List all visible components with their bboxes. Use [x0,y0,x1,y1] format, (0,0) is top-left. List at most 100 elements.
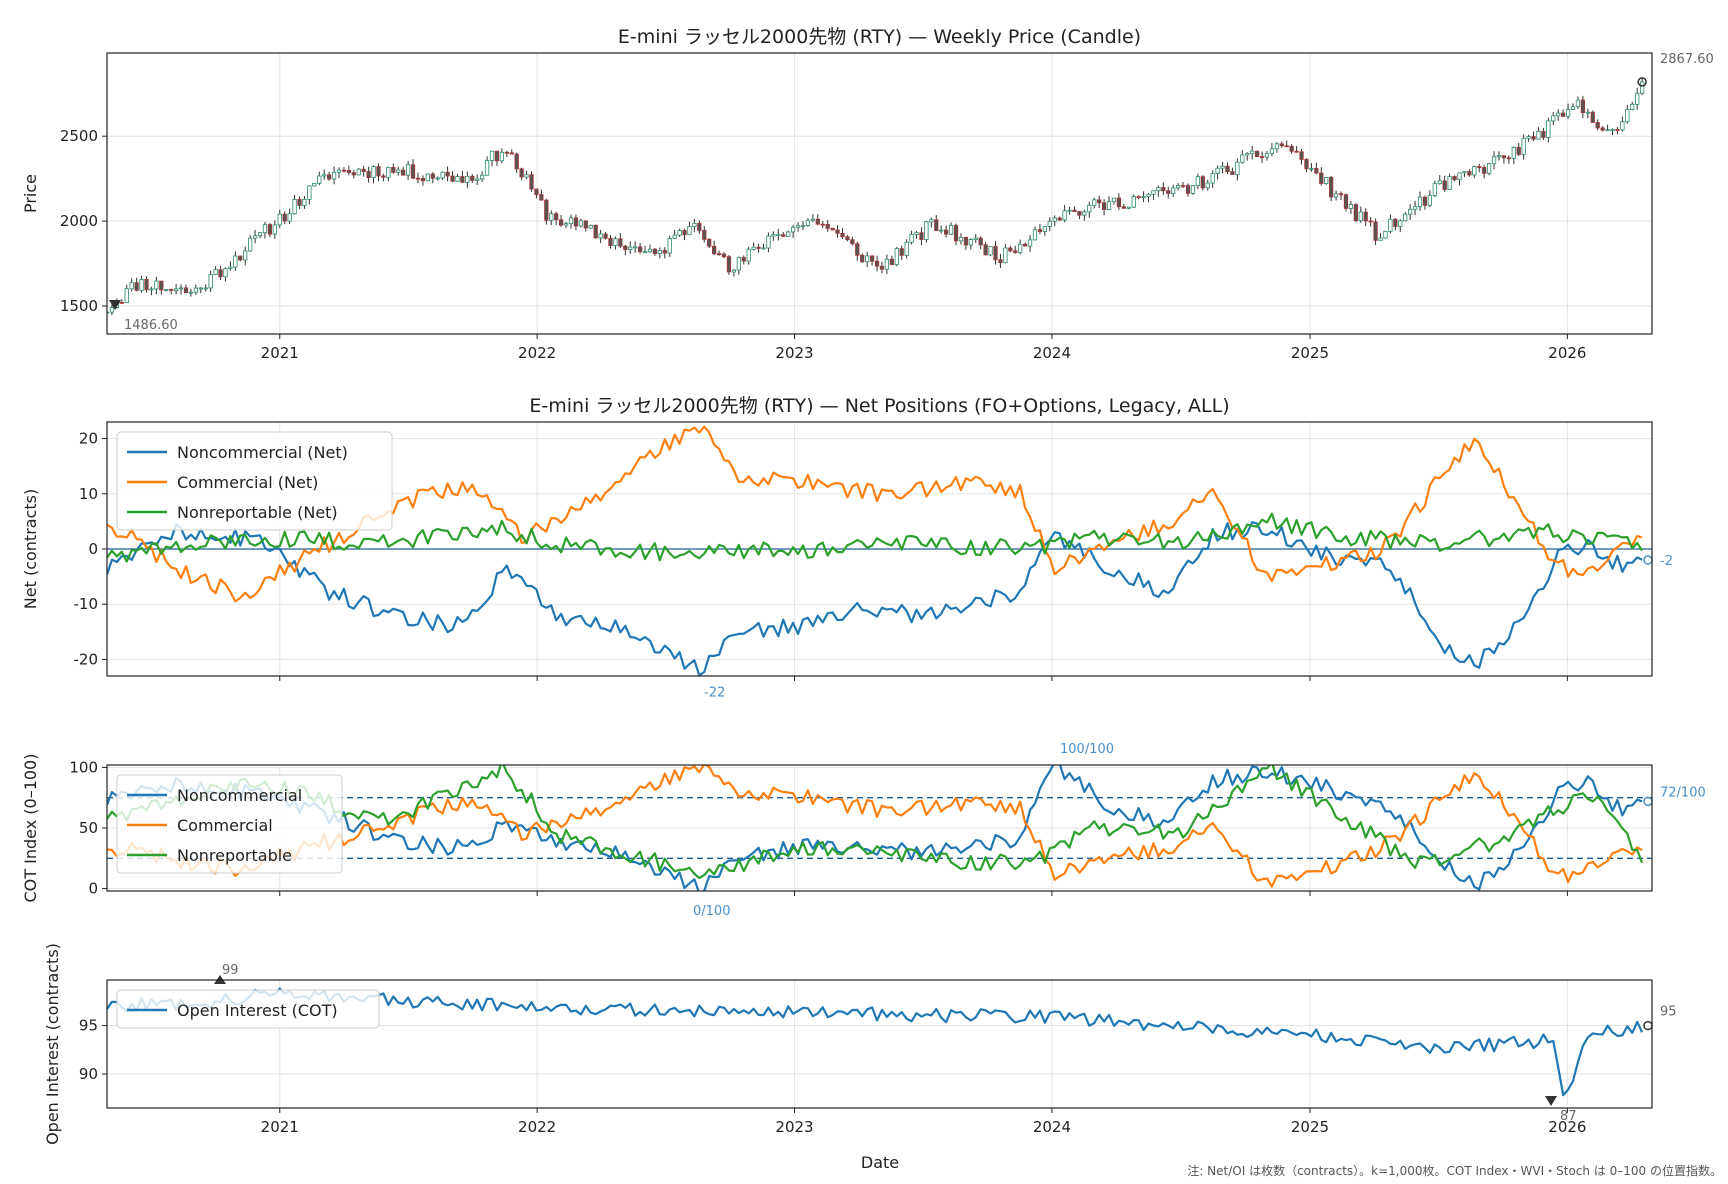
y-tick-label: 2000 [60,212,98,230]
candle-body [657,250,662,254]
candle-body [1284,145,1289,148]
candle-body [169,289,174,291]
candle-body [1299,151,1304,160]
candle-body [499,151,505,162]
candle-body [326,174,332,180]
last-annotation: -2 [1660,554,1673,569]
candle-body [1486,163,1492,174]
candle-body [1245,153,1250,156]
x-tick-label: 2026 [1548,344,1586,362]
candle-body [682,230,687,236]
legend-box [116,431,393,531]
candle-body [1003,247,1008,264]
candle-body [1225,165,1230,173]
y-tick-label: 1500 [60,297,98,315]
candle-body [1496,155,1502,158]
series-line-noncommercial [107,765,1643,891]
y-axis-label: Net (contracts) [21,489,40,609]
candle-body [1319,172,1324,184]
candle-body [1161,187,1166,192]
candle-body [129,282,134,290]
candle-body [558,219,564,226]
chart-title: E-mini ラッセル2000先物 (RTY) — Weekly Price (… [618,26,1141,48]
min-marker [109,299,121,310]
candle-body [1333,193,1339,198]
candle-body [272,224,277,235]
candle-body [455,176,460,182]
candle-body [1259,156,1265,158]
candle-body [968,239,973,246]
candle-body [578,220,583,227]
candle-body [1620,121,1625,131]
candle-body [1126,206,1131,209]
candle-body [1526,136,1531,139]
candle-body [731,269,737,273]
candle-body [1373,221,1378,241]
candle-body [1358,211,1363,222]
candle-body [692,222,697,227]
candle-body [761,247,766,250]
candle-body [702,230,707,240]
candle-body [1269,148,1275,155]
candle-body [1363,211,1368,222]
candle-body [1111,197,1117,203]
candle-body [208,274,213,289]
candle-body [1442,180,1447,190]
y-tick-label: -10 [74,595,99,613]
candle-body [790,226,796,233]
candle-body [1403,213,1408,222]
candle-body [825,224,830,229]
candle-body [721,253,727,258]
candle-body [361,168,366,172]
candle-body [529,174,534,190]
candle-body [401,169,406,176]
last-marker [1643,796,1653,807]
candle-body [1215,167,1220,174]
min-annotation: 0/100 [693,904,730,919]
candle-body [440,171,445,179]
candle-body [677,230,682,236]
candle-body [776,234,781,237]
candle-body [484,160,490,176]
candle-body [346,169,351,174]
candle-body [1491,156,1497,165]
candle-body [134,282,139,291]
candle-body [756,246,761,249]
candle-body [1422,196,1428,206]
candle-body [1383,230,1388,239]
candle-body [1052,217,1057,222]
legend-box [116,989,380,1029]
candle-body [1176,185,1181,189]
candle-body [1136,196,1141,198]
candle-body [1027,239,1033,247]
candle-body [1314,167,1319,174]
candle-body [593,225,598,239]
candle-body [899,248,904,256]
candle-body [1447,176,1452,190]
max-annotation: 2867.60 [1660,52,1714,67]
y-tick-label: -20 [74,650,99,668]
candle-body [1462,171,1467,174]
candle-body [504,151,509,154]
candle-body [1408,208,1413,215]
candle-body [262,224,268,234]
legend-box [116,774,343,874]
candle-body [173,288,179,291]
candle-body [243,250,248,261]
x-tick-label: 2025 [1291,1118,1329,1136]
candle-body [1156,187,1161,192]
panel-price [102,52,1653,339]
candle-body [238,255,243,261]
candle-body [983,244,988,256]
candle-body [726,256,732,273]
candle-body [1032,229,1038,241]
candle-body [159,280,164,291]
candle-body [188,291,194,294]
candle-body [445,171,450,177]
candle-body [588,225,593,229]
candle-body [1190,185,1196,194]
candle-body [257,232,263,237]
candle-body [1131,196,1136,208]
x-axis-label: Date [861,1153,899,1172]
candle-body [322,174,327,177]
